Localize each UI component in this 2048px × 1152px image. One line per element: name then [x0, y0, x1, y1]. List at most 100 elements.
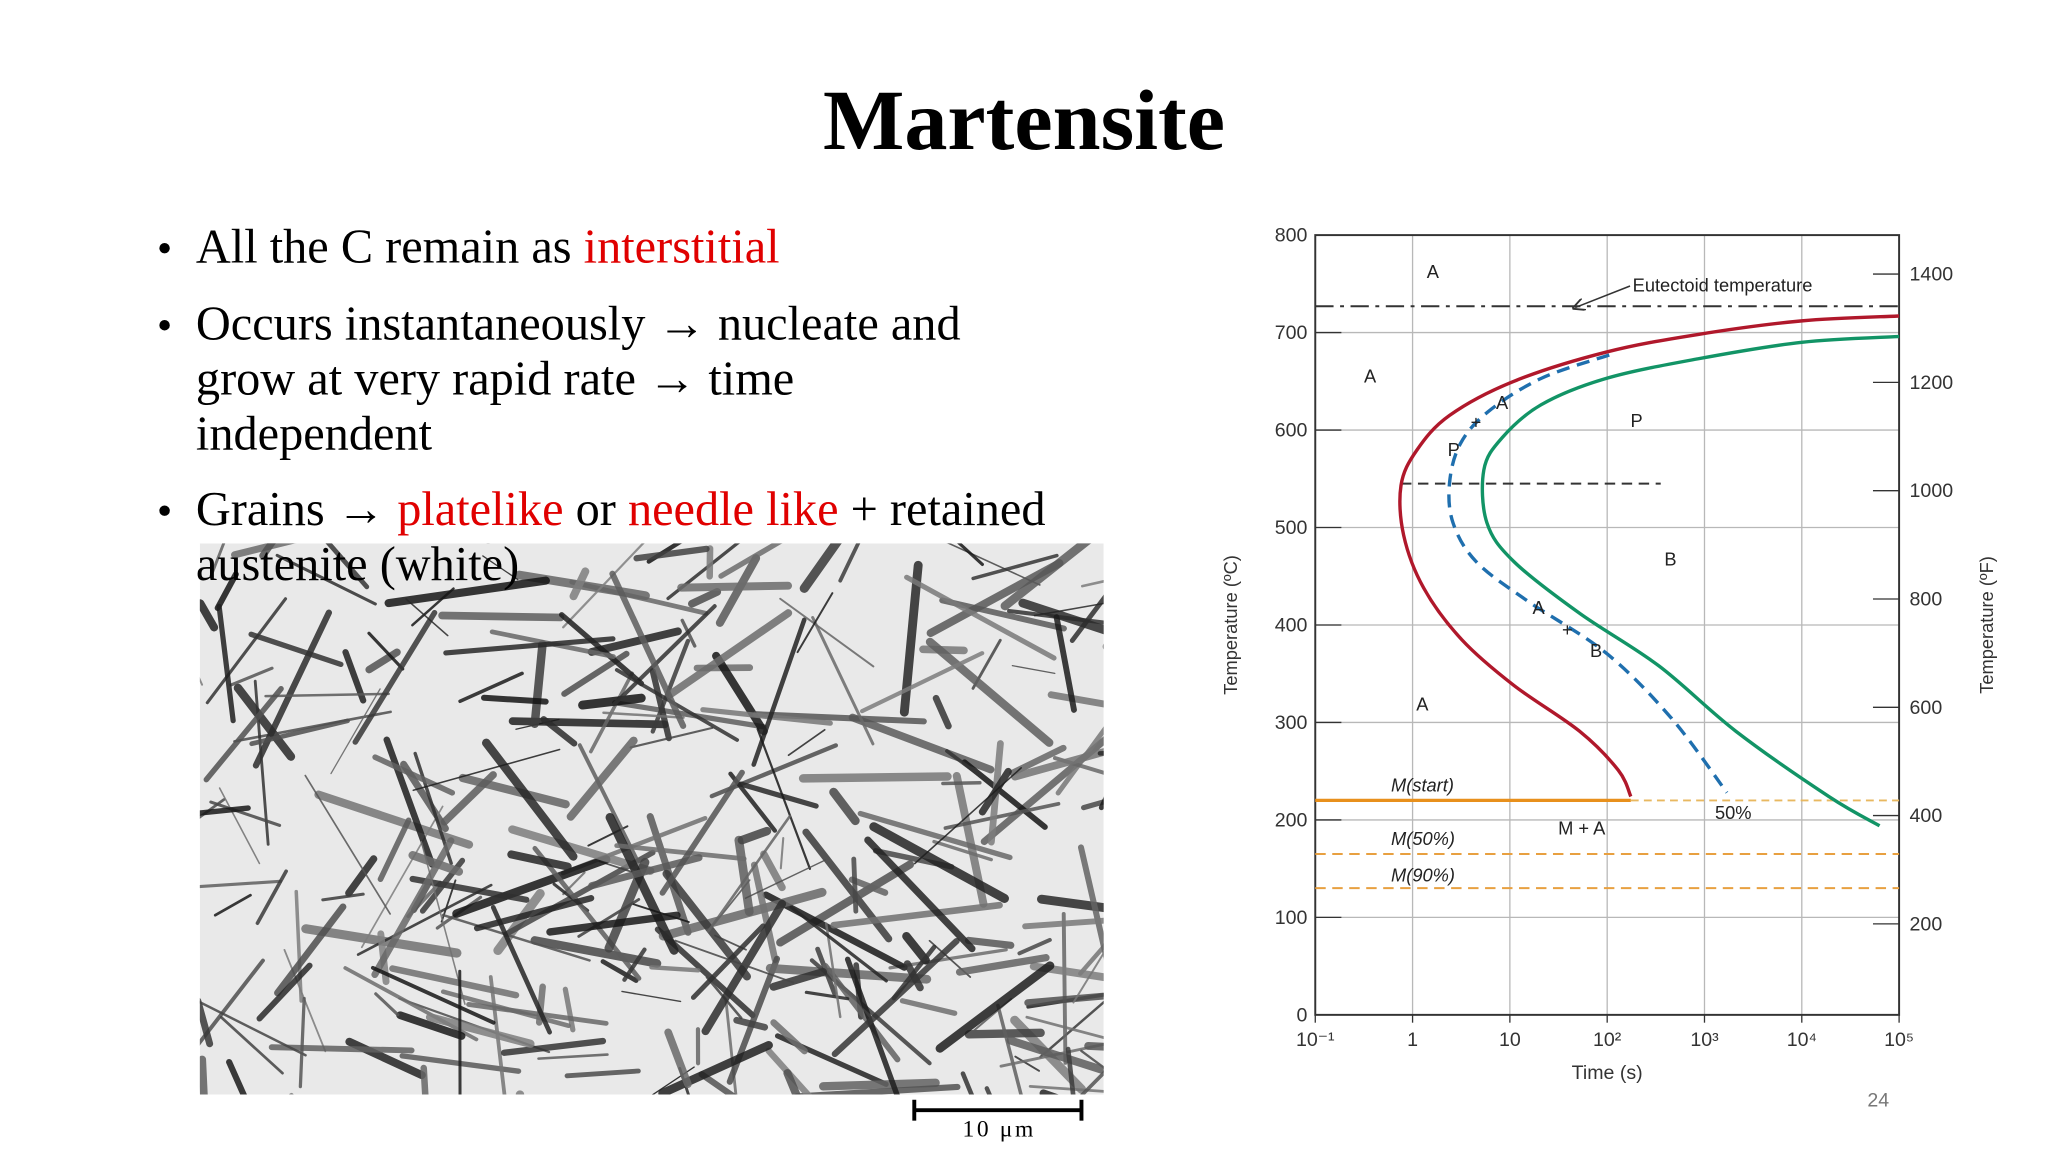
needle [216, 603, 236, 724]
needle [199, 805, 251, 816]
needle [1039, 1000, 1104, 1059]
needle [304, 774, 391, 915]
needle [546, 911, 681, 936]
needle [1053, 614, 1077, 713]
needle [605, 812, 679, 955]
needle [1112, 1011, 1168, 1025]
needle [325, 543, 370, 590]
needle [532, 845, 642, 981]
needle [199, 879, 283, 889]
needle [274, 903, 347, 997]
bullet-text: Occurs instantaneously → nucleate and [196, 298, 961, 351]
needle [1084, 1042, 1104, 1051]
region-label: A [1496, 392, 1509, 413]
needle [629, 726, 714, 749]
ttt-chart: 10⁻¹ 1 10 10² 10³ 10⁴ 10⁵ 0 100 200 300 400 500 600 70… [1220, 225, 1997, 1084]
needle [515, 1090, 525, 1095]
y-tick-label: 200 [1275, 809, 1308, 831]
needle [384, 576, 550, 608]
needle [787, 728, 826, 757]
needle [420, 840, 466, 1005]
needle [564, 1068, 641, 1079]
needle [294, 889, 303, 1003]
highlight-text: needle like [628, 483, 839, 536]
needle [1058, 1109, 1073, 1152]
needle [443, 636, 616, 656]
needle [819, 1078, 940, 1091]
needle [614, 668, 740, 742]
bullet-text: Grains → [196, 483, 397, 536]
transformation-curve [1480, 334, 1900, 828]
needle [811, 616, 875, 746]
y2-axis-label: Temperature (ºF) [1976, 556, 1997, 694]
needle [706, 814, 792, 933]
y-tick-label: 600 [1275, 420, 1308, 442]
needle [869, 822, 1009, 903]
transformation-curve [1447, 353, 1729, 794]
needle [330, 688, 381, 775]
needle [799, 543, 842, 593]
needle [737, 826, 772, 845]
y2-tick-label: 1400 [1910, 264, 1954, 286]
region-label: P [1630, 410, 1642, 431]
needle [765, 1047, 813, 1095]
reference-label: M(50%) [1391, 828, 1455, 849]
bullet-dot [159, 505, 170, 516]
needle [674, 939, 795, 984]
bullet-line: Grains → platelike or needle like + reta… [196, 483, 1046, 536]
needle [779, 836, 785, 870]
needle [932, 839, 993, 862]
needle [996, 1003, 1023, 1095]
needle [718, 543, 783, 579]
needle [481, 694, 549, 705]
needle [830, 901, 1003, 929]
y-tick-label: 400 [1275, 615, 1308, 637]
x-tick-label: 10³ [1690, 1029, 1719, 1051]
needle [649, 668, 672, 742]
needle [374, 992, 400, 1017]
needle [587, 627, 682, 656]
needle [612, 604, 717, 707]
needle [1047, 691, 1104, 708]
needle [569, 567, 590, 601]
needle [205, 597, 288, 705]
highlight-text: platelike [397, 483, 563, 536]
needle [941, 780, 982, 786]
needle [233, 683, 296, 761]
needle [891, 944, 937, 1001]
needle [602, 711, 685, 719]
page-number: 24 [1867, 1089, 1889, 1111]
bullet-text: independent [196, 407, 433, 460]
needle [690, 923, 766, 1000]
needle [488, 975, 507, 1095]
reference-label: M(start) [1391, 775, 1454, 796]
needle [264, 692, 390, 698]
needle [377, 817, 412, 883]
scale-bar-label: 10 μm [963, 1116, 1036, 1142]
needle [794, 1083, 961, 1095]
needle [1118, 448, 1226, 550]
needle [824, 922, 842, 1019]
region-label: M + A [1558, 818, 1606, 839]
needle [566, 736, 638, 821]
needle [438, 611, 565, 622]
needle [957, 543, 984, 567]
needle [199, 677, 204, 686]
needle [289, 1092, 294, 1095]
needle [1065, 1046, 1076, 1095]
needle [688, 588, 722, 608]
needle [500, 1037, 607, 1056]
needle [199, 958, 265, 1046]
needle [1014, 1055, 1040, 1072]
needle [762, 891, 908, 971]
needle [199, 998, 214, 1048]
needle [213, 893, 252, 917]
needle [1081, 579, 1104, 588]
needle [383, 736, 436, 868]
bullet-dot [159, 320, 170, 331]
needle [698, 1071, 737, 1095]
y2-tick-label: 1200 [1910, 372, 1954, 394]
needle [396, 1011, 466, 1040]
needle [577, 743, 640, 862]
